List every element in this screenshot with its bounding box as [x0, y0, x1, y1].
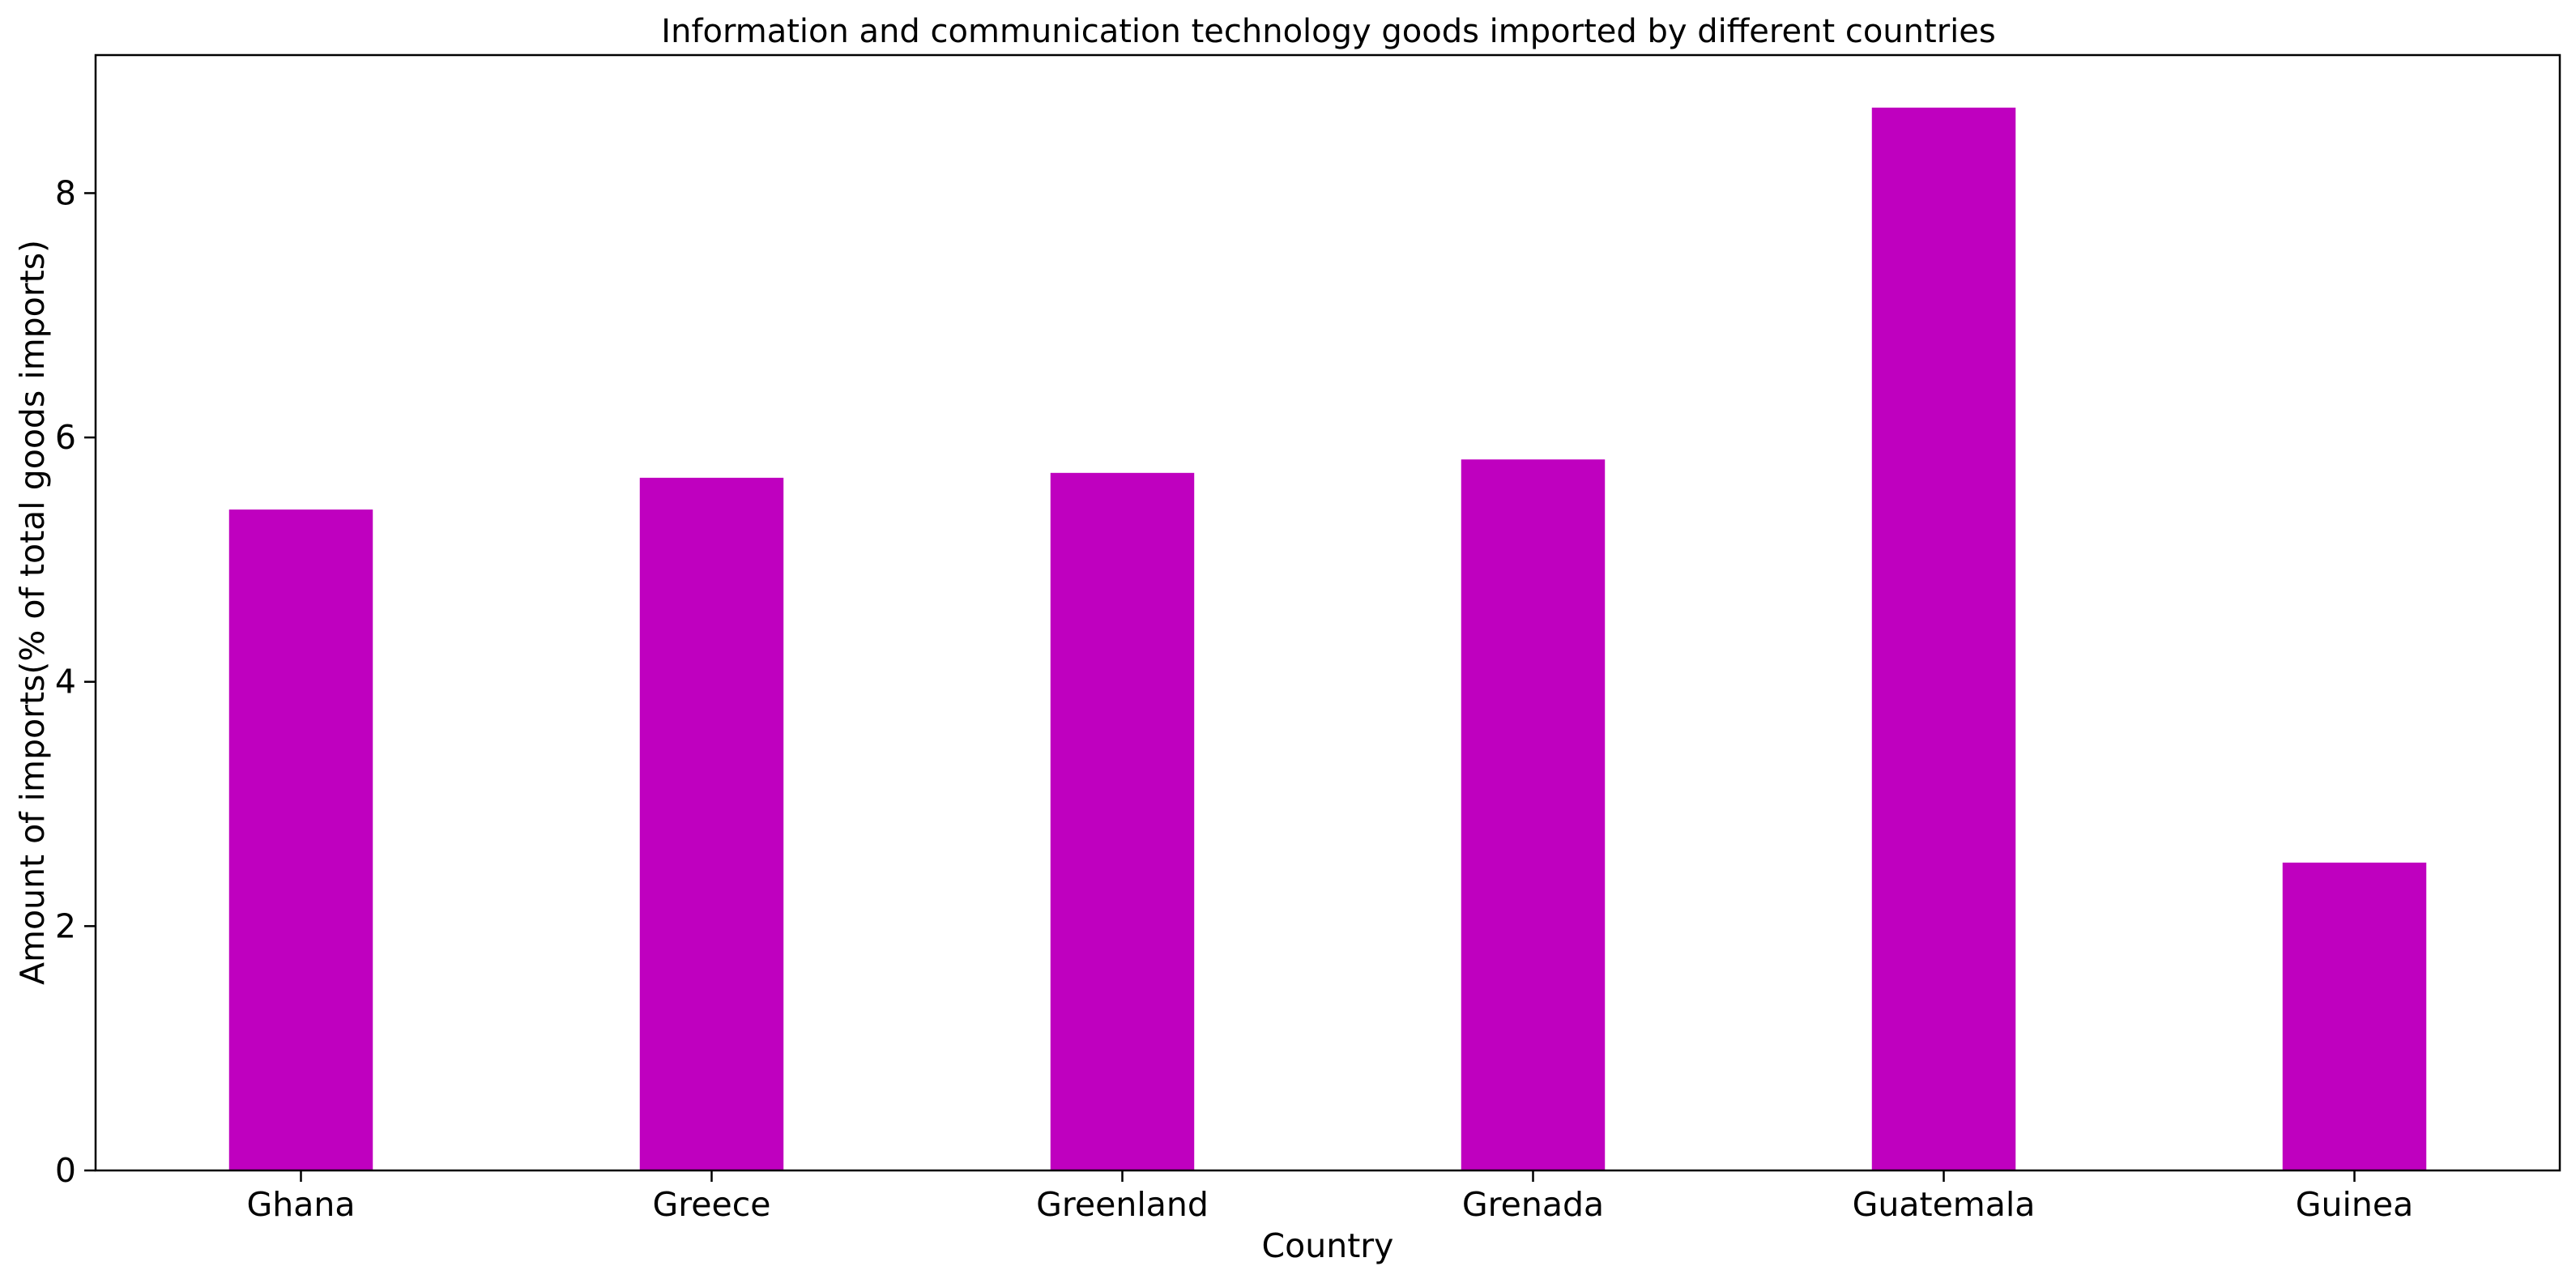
x-axis-label: Country: [1262, 1226, 1394, 1265]
x-axis: Ghana Greece Greenland Grenada Guatemala Guin…: [247, 1170, 2413, 1224]
bars-layer: [228, 107, 2427, 1170]
bar-guatemala: [1871, 107, 2016, 1170]
y-axis-label: Amount of imports(% of total goods impor…: [13, 240, 52, 985]
x-tick-label-greece: Greece: [653, 1185, 771, 1224]
bar-ghana: [228, 509, 373, 1170]
x-tick-label-guatemala: Guatemala: [1853, 1185, 2036, 1224]
y-tick-label-0: 0: [55, 1151, 76, 1190]
x-tick-label-greenland: Greenland: [1036, 1185, 1209, 1224]
y-tick-label-4: 4: [55, 663, 76, 701]
x-tick-label-grenada: Grenada: [1462, 1185, 1604, 1224]
x-tick-label-guinea: Guinea: [2296, 1185, 2413, 1224]
y-tick-label-6: 6: [55, 418, 76, 457]
bar-greenland: [1050, 472, 1195, 1170]
x-tick-label-ghana: Ghana: [247, 1185, 356, 1224]
bar-grenada: [1461, 459, 1606, 1170]
plot-frame: [94, 53, 2561, 1172]
bar-greece: [639, 477, 784, 1170]
y-tick-label-2: 2: [55, 906, 76, 945]
y-tick-label-8: 8: [55, 173, 76, 212]
chart-title: Information and communication technology…: [661, 13, 1995, 50]
bar-guinea: [2282, 862, 2427, 1170]
y-axis: 0 2 4 6 8: [55, 173, 96, 1190]
